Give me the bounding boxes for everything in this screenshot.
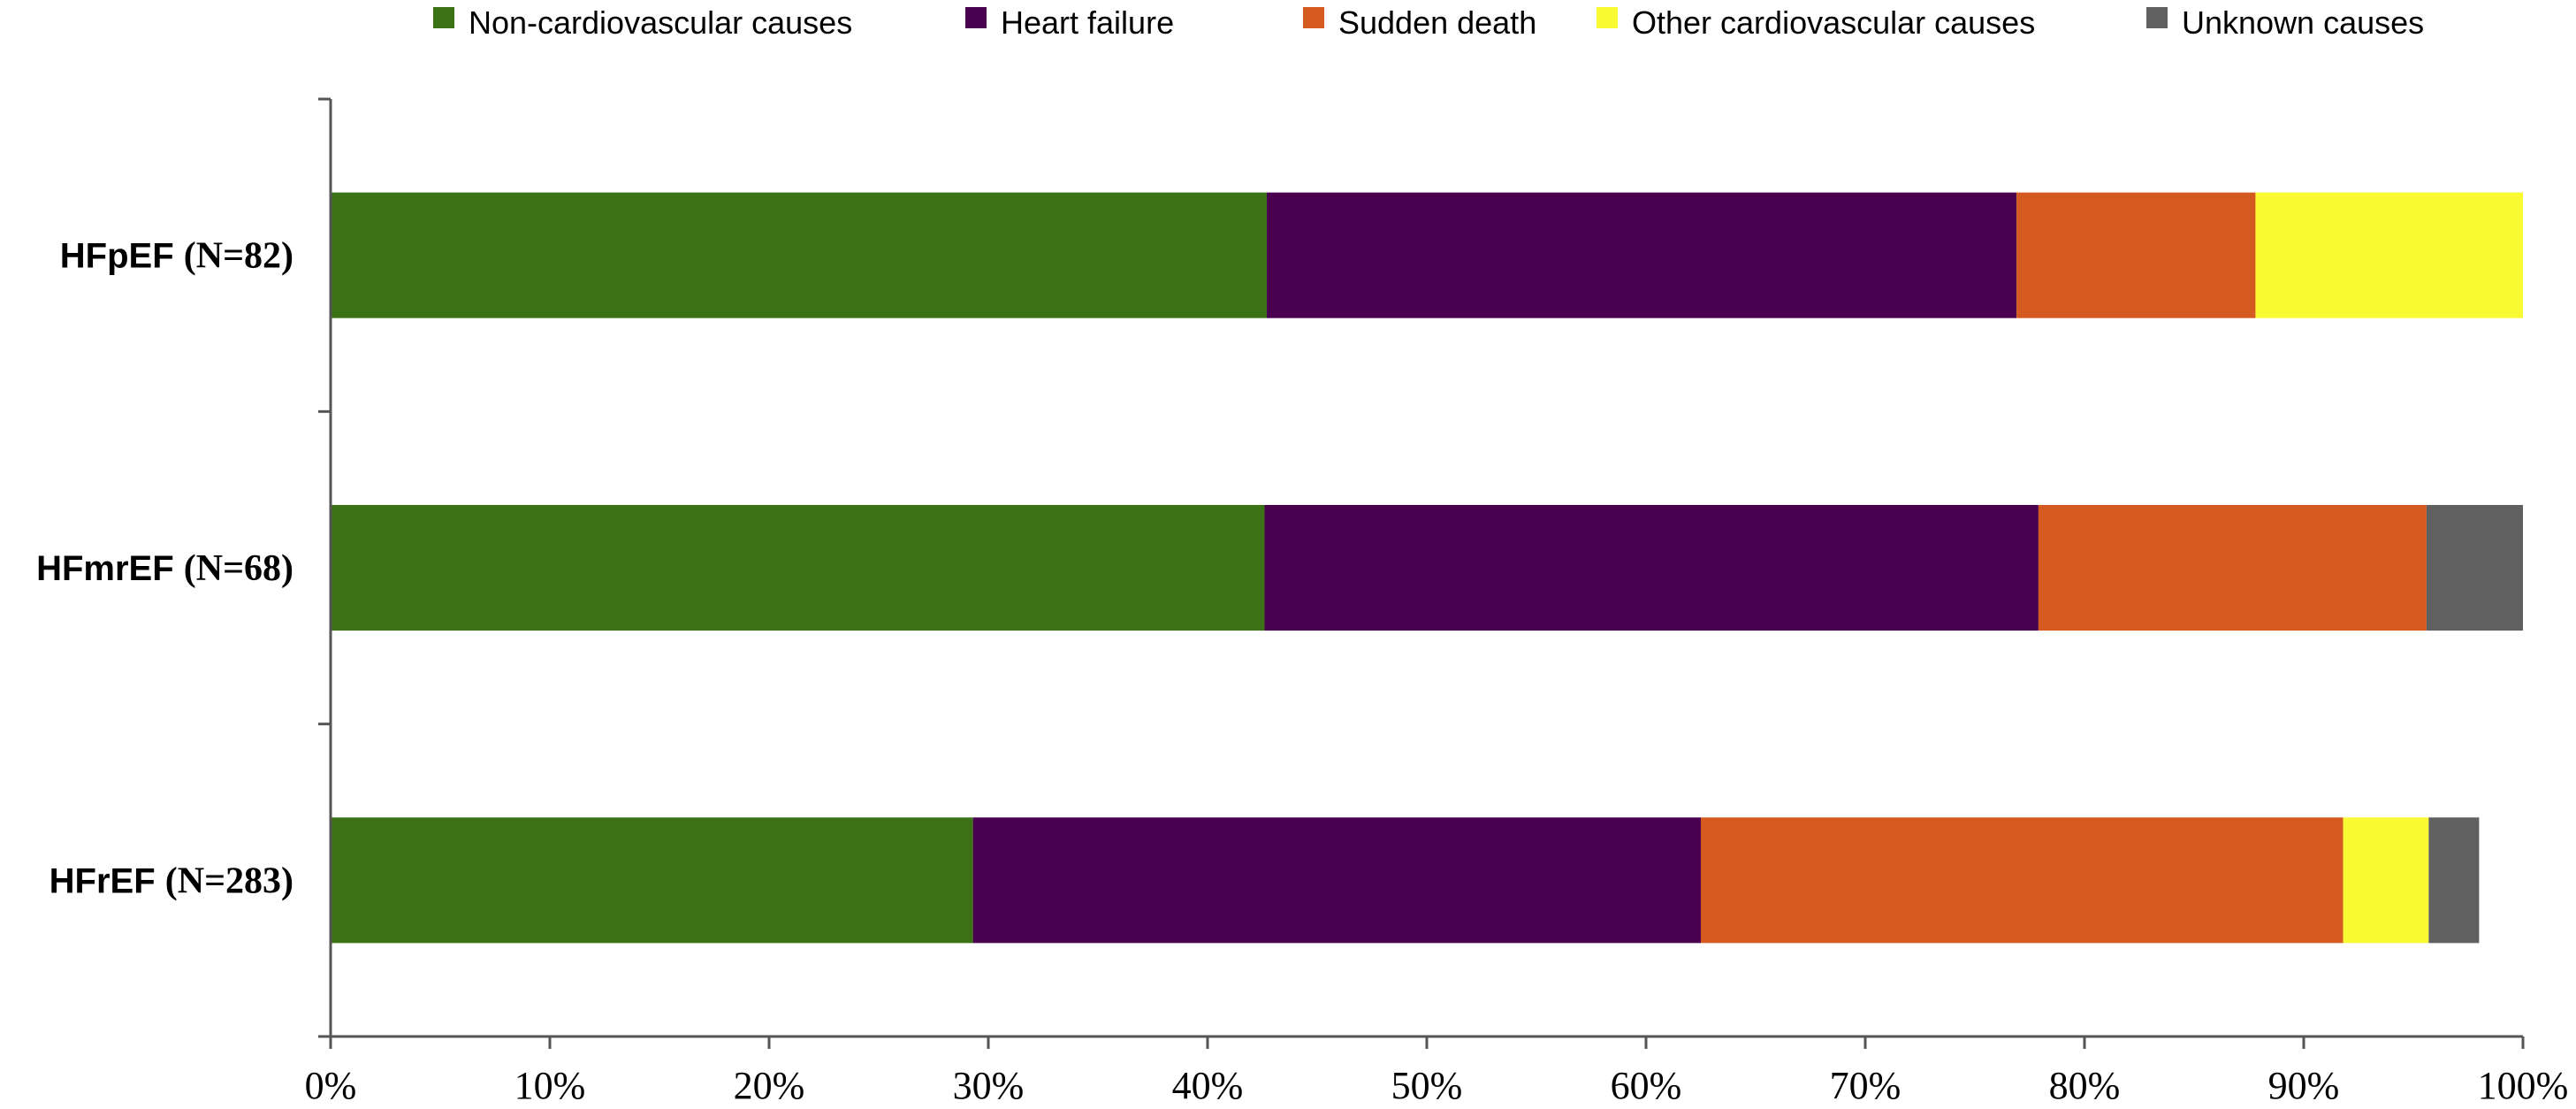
category-name: HFrEF xyxy=(50,861,165,900)
legend-swatch-sudden-death xyxy=(1303,7,1324,28)
category-label-hfref: HFrEF (N=283) xyxy=(50,860,293,901)
legend-label-other-cardiovascular-causes: Other cardiovascular causes xyxy=(1632,4,2035,41)
bar-segment-hfmref-non-cardiovascular-causes xyxy=(331,505,1265,631)
legend-label-sudden-death: Sudden death xyxy=(1338,4,1536,41)
x-tick-label: 50% xyxy=(1391,1064,1463,1107)
bar-segment-hfpef-non-cardiovascular-causes xyxy=(331,192,1267,318)
x-tick-label: 20% xyxy=(734,1064,805,1107)
bar-segment-hfmref-heart-failure xyxy=(1264,505,2039,631)
bars xyxy=(331,192,2523,944)
x-tick-label: 80% xyxy=(2049,1064,2121,1107)
legend-label-unknown-causes: Unknown causes xyxy=(2182,4,2424,41)
legend-swatch-heart-failure xyxy=(965,7,987,28)
legend-label-non-cardiovascular-causes: Non-cardiovascular causes xyxy=(469,4,852,41)
bar-segment-hfmref-sudden-death xyxy=(2038,505,2427,631)
legend-label-heart-failure: Heart failure xyxy=(1001,4,1174,41)
legend: Non-cardiovascular causes Heart failure Su… xyxy=(433,4,2424,41)
bar-segment-hfref-non-cardiovascular-causes xyxy=(331,817,973,944)
x-tick-label: 90% xyxy=(2268,1064,2340,1107)
x-ticks: 0% 10% 20% 30% 40% 50% 60% 70% 80% 90% 100% xyxy=(305,1036,2569,1107)
bar-segment-hfmref-unknown-causes xyxy=(2426,505,2523,631)
x-tick-label: 100% xyxy=(2478,1064,2569,1107)
category-label-hfmref: HFmrEF (N=68) xyxy=(36,548,293,589)
category-n-label: (N=82) xyxy=(184,236,293,277)
x-tick-label: 10% xyxy=(514,1064,586,1107)
legend-swatch-unknown-causes xyxy=(2146,7,2168,28)
legend-swatch-other-cardiovascular-causes xyxy=(1597,7,1618,28)
category-name: HFmrEF xyxy=(36,549,184,588)
category-n-label: (N=283) xyxy=(165,860,293,901)
x-tick-label: 40% xyxy=(1172,1064,1244,1107)
category-label-hfpef: HFpEF (N=82) xyxy=(60,236,293,277)
bar-segment-hfref-unknown-causes xyxy=(2428,817,2480,944)
bar-segment-hfref-heart-failure xyxy=(972,817,1701,944)
category-labels: HFpEF (N=82) HFmrEF (N=68) HFrEF (N=283) xyxy=(36,236,293,902)
x-tick-label: 0% xyxy=(305,1064,357,1107)
bar-segment-hfref-sudden-death xyxy=(1701,817,2344,944)
y-ticks xyxy=(318,97,331,1038)
bar-segment-hfpef-other-cardiovascular-causes xyxy=(2255,192,2523,318)
category-n-label: (N=68) xyxy=(184,548,293,589)
bar-segment-hfpef-sudden-death xyxy=(2016,192,2256,318)
x-tick-label: 70% xyxy=(1830,1064,1902,1107)
legend-swatch-non-cardiovascular-causes xyxy=(433,7,454,28)
x-tick-label: 30% xyxy=(953,1064,1025,1107)
x-tick-label: 60% xyxy=(1611,1064,1682,1107)
bar-segment-hfpef-heart-failure xyxy=(1266,192,2017,318)
category-name: HFpEF xyxy=(60,237,184,276)
bar-segment-hfref-other-cardiovascular-causes xyxy=(2343,817,2429,944)
